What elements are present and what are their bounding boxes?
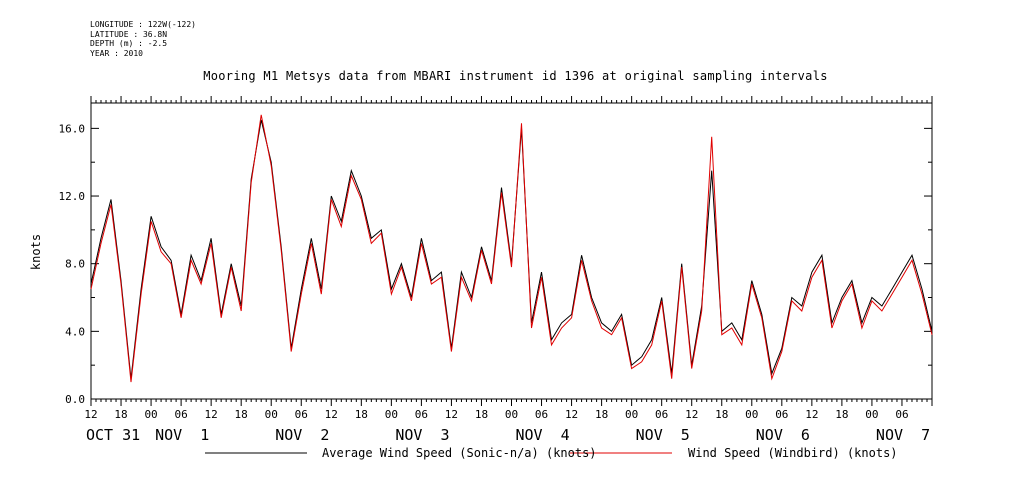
x-hour-label: 00 [865,408,878,421]
year-text: YEAR : 2010 [90,48,143,58]
x-day-label: NOV 4 [516,426,570,444]
series-layer [90,114,933,383]
x-hour-label: 00 [505,408,518,421]
x-day-label: NOV 2 [275,426,329,444]
x-hour-label: 06 [295,408,308,421]
x-day-label: NOV 6 [756,426,810,444]
y-tick-label: 12.0 [59,190,86,203]
x-hour-label: 06 [895,408,908,421]
y-axis-ticks: 0.0 4.0 8.0 12.0 16.0 [59,122,932,406]
x-hour-label: 06 [535,408,548,421]
x-hour-label: 12 [685,408,698,421]
x-day-label: NOV 1 [155,426,209,444]
series-average-line [90,119,933,379]
bottom-ticks [90,399,933,406]
longitude-text: LONGITUDE : 122W(-122) [90,20,196,29]
x-hour-label: 12 [445,408,458,421]
x-hour-label: 18 [715,408,728,421]
x-hour-label: 12 [84,408,97,421]
latitude-text: LATITUDE : 36.8N [90,29,168,39]
x-hour-label: 06 [174,408,187,421]
x-hour-label: 18 [114,408,127,421]
x-hour-label: 06 [655,408,668,421]
x-hour-label: 00 [144,408,157,421]
x-day-label: NOV 5 [636,426,690,444]
y-tick-label: 16.0 [59,122,86,135]
plot-frame [90,102,933,400]
y-tick-label: 4.0 [65,325,85,338]
legend-label-windbird: Wind Speed (Windbird) (knots) [688,446,898,460]
x-hour-label: 12 [205,408,218,421]
x-hour-label: 18 [235,408,248,421]
legend-label-average: Average Wind Speed (Sonic-n/a) (knots) [322,446,597,460]
x-hour-label: 00 [745,408,758,421]
y-tick-label: 0.0 [65,393,85,406]
chart-title: Mooring M1 Metsys data from MBARI instru… [203,69,828,83]
x-hour-label: 18 [475,408,488,421]
x-hour-label: 00 [385,408,398,421]
x-hour-label: 18 [835,408,848,421]
top-ticks [90,96,933,103]
metadata-block: LONGITUDE : 122W(-122) LATITUDE : 36.8N … [90,20,196,58]
y-tick-label: 8.0 [65,258,85,271]
x-hour-label: 00 [625,408,638,421]
x-hour-label: 06 [415,408,428,421]
x-day-label: NOV 7 [876,426,930,444]
x-axis-labels: 12 18 00 06 12 18 00 06 12 18 00 06 12 18 00 06 12 18 00 06… [84,408,930,444]
depth-text: DEPTH (m) : -2.5 [90,39,168,48]
x-hour-label: 06 [775,408,788,421]
x-hour-label: 12 [805,408,818,421]
x-hour-label: 12 [325,408,338,421]
x-hour-label: 18 [595,408,608,421]
x-day-label: OCT 31 [86,426,140,444]
series-windbird-line [90,114,933,383]
x-day-label: NOV 3 [395,426,449,444]
x-hour-label: 12 [565,408,578,421]
x-hour-label: 00 [265,408,278,421]
x-hour-label: 18 [355,408,368,421]
y-axis-label: knots [29,234,43,270]
